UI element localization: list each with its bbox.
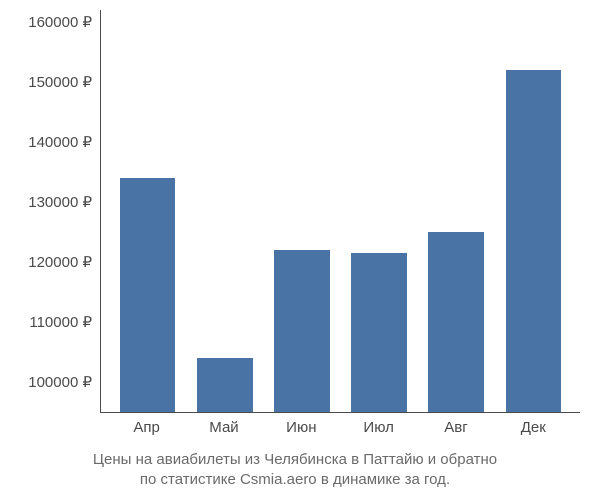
y-tick-label: 150000 ₽: [28, 73, 92, 91]
x-axis: АпрМайИюнИюлАвгДек: [100, 413, 580, 436]
bar: [351, 253, 407, 412]
plot-area: [100, 10, 580, 413]
x-tick-label: Апр: [108, 419, 185, 436]
y-axis: 100000 ₽ 110000 ₽ 120000 ₽ 130000 ₽ 140000 ₽…: [10, 10, 100, 413]
bar: [428, 232, 484, 412]
bar: [506, 70, 562, 412]
chart-container: 100000 ₽ 110000 ₽ 120000 ₽ 130000 ₽ 140000 ₽…: [0, 0, 600, 500]
y-tick-label: 100000 ₽: [28, 373, 92, 391]
y-tick-label: 160000 ₽: [28, 13, 92, 31]
caption-line-2: по статистике Csmia.aero в динамике за г…: [140, 471, 450, 488]
x-tick-label: Май: [185, 419, 262, 436]
bar: [120, 178, 176, 412]
bar-slot: [186, 10, 263, 412]
y-tick-label: 130000 ₽: [28, 193, 92, 211]
bars-group: [101, 10, 580, 412]
y-tick-label: 120000 ₽: [28, 253, 92, 271]
x-tick-label: Дек: [495, 419, 572, 436]
bar-slot: [418, 10, 495, 412]
caption-line-1: Цены на авиабилеты из Челябинска в Патта…: [93, 451, 497, 468]
bar-slot: [263, 10, 340, 412]
chart-caption: Цены на авиабилеты из Челябинска в Патта…: [10, 450, 580, 491]
bar: [274, 250, 330, 412]
chart-area: 100000 ₽ 110000 ₽ 120000 ₽ 130000 ₽ 140000 ₽…: [10, 10, 580, 413]
bar: [197, 358, 253, 412]
x-tick-label: Июн: [263, 419, 340, 436]
y-tick-label: 110000 ₽: [29, 313, 92, 331]
bar-slot: [341, 10, 418, 412]
bar-slot: [495, 10, 572, 412]
x-tick-label: Июл: [340, 419, 417, 436]
x-tick-label: Авг: [417, 419, 494, 436]
bar-slot: [109, 10, 186, 412]
y-tick-label: 140000 ₽: [28, 133, 92, 151]
